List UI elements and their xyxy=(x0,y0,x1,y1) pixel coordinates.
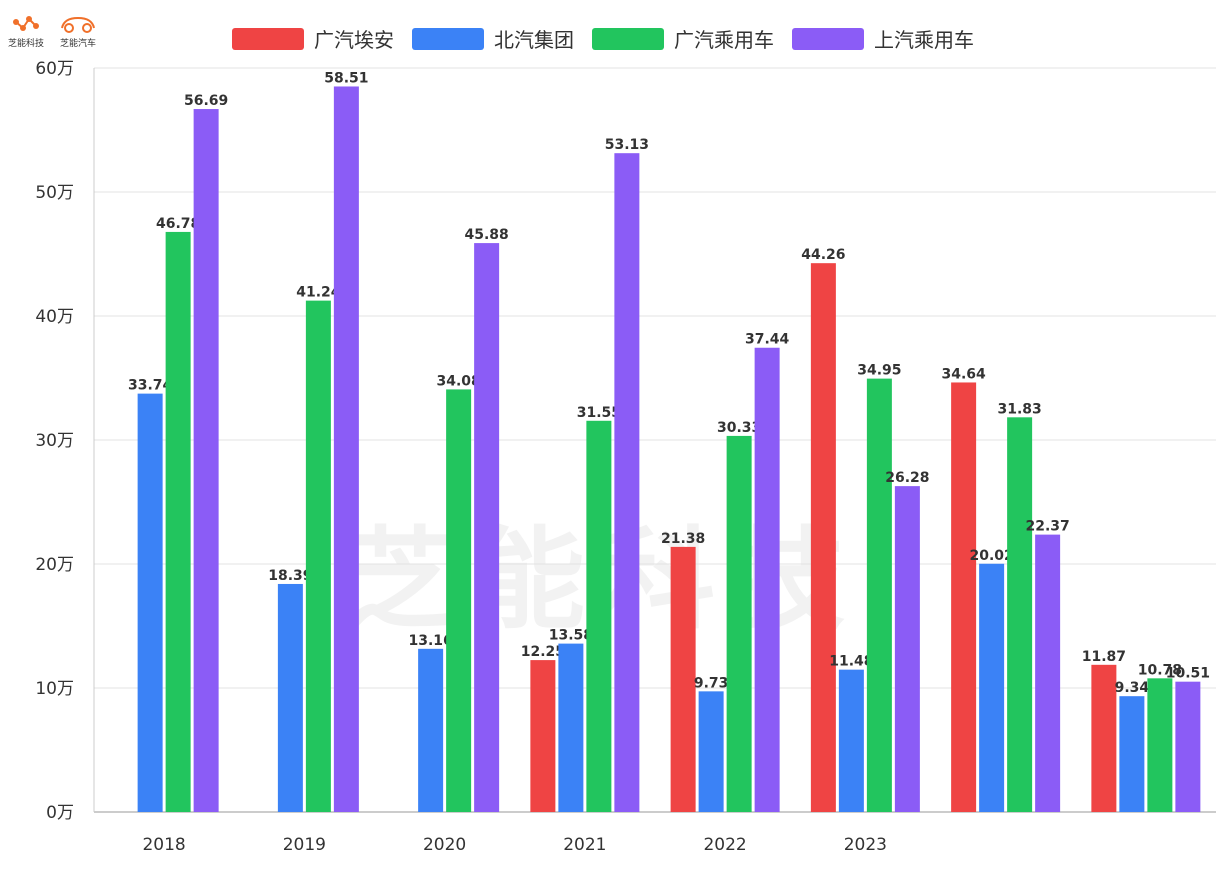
bar-value-label: 26.28 xyxy=(885,470,929,486)
bar-value-label: 21.38 xyxy=(661,531,705,547)
x-tick-label: 2018 xyxy=(142,835,185,855)
logo-label: 芝能科技 xyxy=(8,39,45,49)
zhineng-auto-logo: 芝能汽车 xyxy=(58,14,98,49)
y-tick-label: 50万 xyxy=(35,183,74,203)
y-tick-label: 30万 xyxy=(35,431,74,451)
bar[interactable] xyxy=(446,389,472,812)
bar[interactable] xyxy=(277,583,303,812)
bar[interactable] xyxy=(530,660,556,812)
legend-item-gac-passenger[interactable]: 广汽乘用车 xyxy=(592,24,774,53)
bar-value-label: 10.78 xyxy=(1138,662,1182,678)
bar-value-label: 12.25 xyxy=(521,644,565,660)
bar-value-label: 46.78 xyxy=(156,216,200,232)
bar[interactable] xyxy=(1091,664,1117,812)
logo-group: 芝能科技 芝能汽车 xyxy=(8,14,98,49)
bar[interactable] xyxy=(1147,678,1173,812)
logo-label: 芝能汽车 xyxy=(60,39,97,49)
bar[interactable] xyxy=(979,563,1005,812)
bar[interactable] xyxy=(305,300,331,812)
bar-value-label: 41.24 xyxy=(296,285,341,301)
bar-value-label: 44.26 xyxy=(801,247,845,263)
bar[interactable] xyxy=(951,382,977,812)
y-tick-label: 60万 xyxy=(35,59,74,79)
zhineng-tech-logo: 芝能科技 xyxy=(8,14,44,49)
bar[interactable] xyxy=(894,486,920,812)
bar-value-label: 18.39 xyxy=(268,568,312,584)
bar[interactable] xyxy=(670,546,696,812)
bar[interactable] xyxy=(474,243,500,812)
bar-value-label: 34.64 xyxy=(941,366,986,382)
bar[interactable] xyxy=(1175,681,1201,812)
bar[interactable] xyxy=(726,435,752,812)
x-tick-label: 2019 xyxy=(283,835,326,855)
bar-value-label: 13.16 xyxy=(408,633,452,649)
bar[interactable] xyxy=(1007,417,1033,812)
legend-swatch xyxy=(412,27,484,50)
legend-swatch xyxy=(592,27,664,50)
bar-value-label: 11.87 xyxy=(1082,649,1126,665)
legend-label: 广汽埃安 xyxy=(314,28,394,52)
bar[interactable] xyxy=(418,648,444,812)
y-tick-label: 20万 xyxy=(35,555,74,575)
legend-item-baic[interactable]: 北汽集团 xyxy=(412,24,574,53)
bar-value-label: 37.44 xyxy=(745,332,790,348)
bar[interactable] xyxy=(614,153,640,813)
bar[interactable] xyxy=(333,86,359,812)
legend-label: 北汽集团 xyxy=(494,28,574,52)
legend-swatch xyxy=(232,27,304,50)
legend-swatch xyxy=(792,27,864,50)
bar-value-label: 20.02 xyxy=(969,548,1013,564)
bar[interactable] xyxy=(754,347,780,812)
bar-value-label: 22.37 xyxy=(1025,519,1069,535)
bar-value-label: 11.48 xyxy=(829,654,873,670)
y-tick-label: 10万 xyxy=(35,679,74,699)
legend-item-saic-passenger[interactable]: 上汽乘用车 xyxy=(792,24,974,53)
x-tick-label: 2020 xyxy=(423,835,466,855)
bar-value-label: 34.95 xyxy=(857,363,901,379)
legend-item-aion[interactable]: 广汽埃安 xyxy=(232,24,394,53)
chart-legend: 广汽埃安 北汽集团 广汽乘用车 上汽乘用车 xyxy=(232,24,992,53)
bar-value-label: 30.33 xyxy=(717,420,761,436)
bar-value-label: 34.08 xyxy=(436,373,480,389)
bar-value-label: 53.13 xyxy=(605,137,649,153)
bar-value-label: 10.51 xyxy=(1166,666,1210,682)
bar-value-label: 45.88 xyxy=(464,227,508,243)
bar[interactable] xyxy=(1119,696,1145,812)
bar[interactable] xyxy=(1035,534,1061,812)
bar[interactable] xyxy=(810,263,836,812)
legend-label: 上汽乘用车 xyxy=(874,28,974,52)
bar-value-label: 31.55 xyxy=(577,405,621,421)
bar[interactable] xyxy=(193,109,219,812)
bar-value-label: 31.83 xyxy=(997,401,1041,417)
molecule-logo-icon xyxy=(13,16,39,31)
car-outline-logo-icon xyxy=(61,16,95,33)
y-tick-label: 0万 xyxy=(46,803,74,823)
bar-value-label: 33.74 xyxy=(128,378,173,394)
y-tick-label: 40万 xyxy=(35,307,74,327)
bar-value-label: 9.34 xyxy=(1115,680,1150,696)
x-tick-label: 2021 xyxy=(563,835,606,855)
legend-label: 广汽乘用车 xyxy=(674,28,774,52)
x-tick-label: 2022 xyxy=(703,835,746,855)
bar[interactable] xyxy=(137,393,163,812)
bar[interactable] xyxy=(838,669,864,812)
bar-value-label: 13.58 xyxy=(549,628,593,644)
x-tick-label: 2023 xyxy=(844,835,887,855)
bar-value-label: 9.73 xyxy=(694,675,729,691)
bar[interactable] xyxy=(866,378,892,812)
bar[interactable] xyxy=(586,420,612,812)
bar-value-label: 56.69 xyxy=(184,93,228,109)
bar[interactable] xyxy=(698,691,724,812)
bar-value-label: 58.51 xyxy=(324,70,368,86)
bar[interactable] xyxy=(165,231,191,813)
bar[interactable] xyxy=(558,643,584,812)
